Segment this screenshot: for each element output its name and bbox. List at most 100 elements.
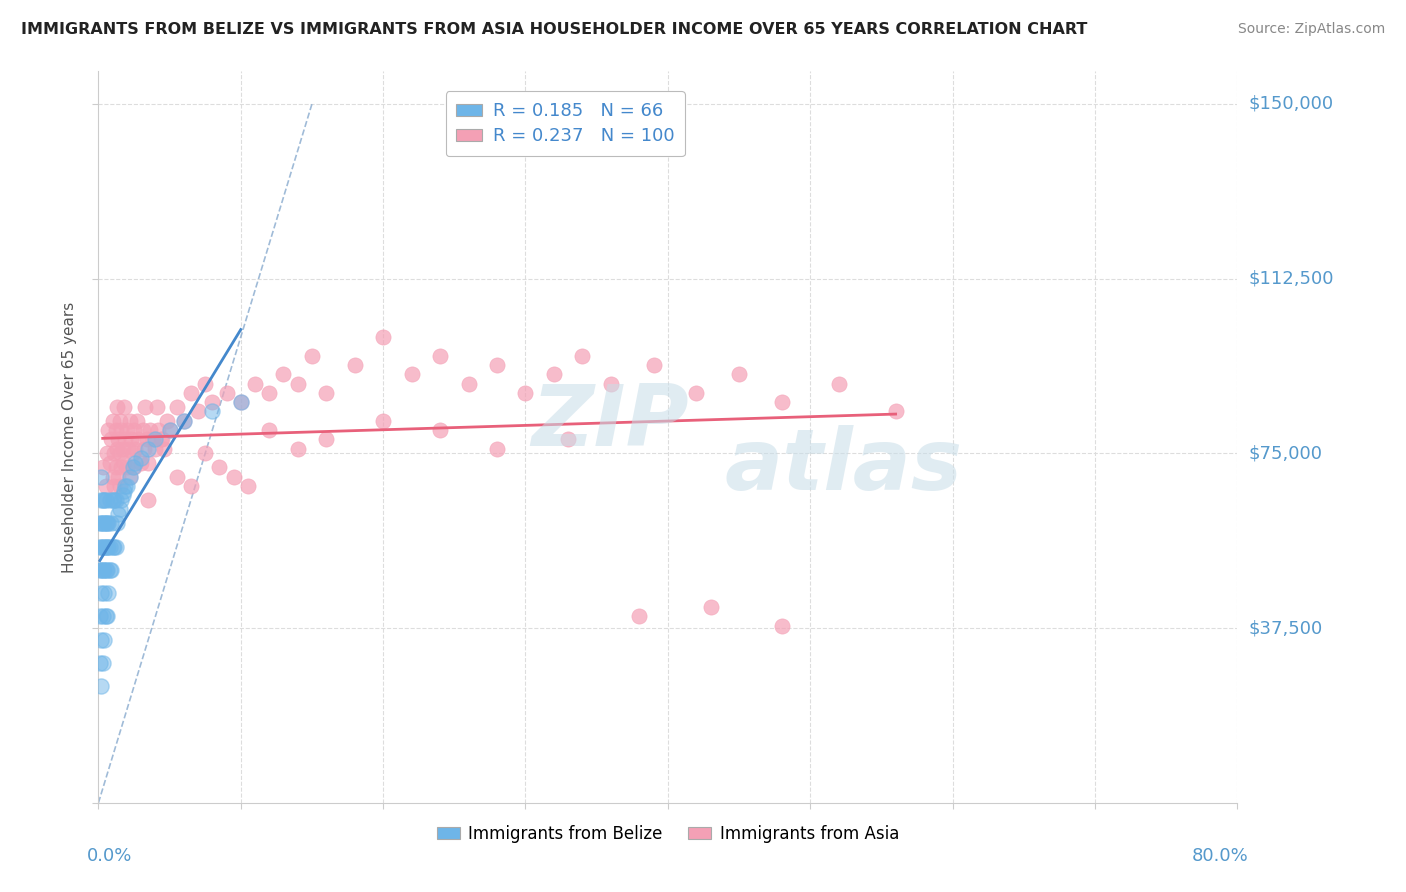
Point	[89, 563, 111, 577]
Point	[173, 414, 195, 428]
Point	[103, 540, 125, 554]
Point	[115, 460, 138, 475]
Point	[104, 540, 127, 554]
Point	[93, 586, 115, 600]
Point	[89, 540, 111, 554]
Point	[91, 460, 114, 475]
Point	[429, 423, 451, 437]
Point	[243, 376, 266, 391]
Point	[134, 400, 156, 414]
Point	[215, 385, 238, 400]
Point	[222, 469, 245, 483]
Point	[97, 586, 120, 600]
Point	[108, 479, 131, 493]
Point	[100, 516, 122, 531]
Point	[112, 400, 135, 414]
Point	[111, 442, 134, 456]
Point	[229, 395, 252, 409]
Point	[287, 376, 309, 391]
Point	[93, 493, 115, 508]
Point	[828, 376, 851, 391]
Point	[120, 433, 142, 447]
Point	[98, 493, 121, 508]
Point	[90, 632, 112, 647]
Point	[628, 609, 651, 624]
Point	[138, 423, 160, 437]
Point	[94, 479, 117, 493]
Point	[136, 456, 159, 470]
Point	[571, 349, 593, 363]
Point	[97, 540, 120, 554]
Point	[90, 586, 112, 600]
Text: $75,000: $75,000	[1249, 444, 1323, 462]
Point	[96, 540, 118, 554]
Point	[94, 563, 117, 577]
Point	[124, 456, 146, 470]
Point	[98, 563, 121, 577]
Point	[94, 609, 117, 624]
Point	[121, 460, 143, 475]
Text: atlas: atlas	[725, 425, 963, 508]
Point	[148, 423, 170, 437]
Text: $112,500: $112,500	[1249, 269, 1334, 288]
Point	[105, 400, 128, 414]
Point	[159, 423, 181, 437]
Point	[110, 460, 132, 475]
Point	[129, 456, 152, 470]
Point	[166, 469, 188, 483]
Point	[108, 446, 131, 460]
Point	[287, 442, 309, 456]
Text: 0.0%: 0.0%	[87, 847, 132, 864]
Point	[93, 563, 115, 577]
Point	[114, 479, 136, 493]
Point	[101, 493, 124, 508]
Point	[89, 609, 111, 624]
Text: IMMIGRANTS FROM BELIZE VS IMMIGRANTS FROM ASIA HOUSEHOLDER INCOME OVER 65 YEARS : IMMIGRANTS FROM BELIZE VS IMMIGRANTS FRO…	[21, 22, 1087, 37]
Point	[699, 600, 721, 615]
Point	[105, 442, 128, 456]
Point	[236, 479, 259, 493]
Point	[259, 385, 281, 400]
Point	[108, 502, 131, 516]
Point	[515, 385, 537, 400]
Point	[90, 469, 112, 483]
Point	[194, 446, 217, 460]
Point	[97, 423, 120, 437]
Point	[685, 385, 707, 400]
Text: $37,500: $37,500	[1249, 619, 1323, 637]
Point	[273, 367, 295, 381]
Point	[112, 456, 135, 470]
Point	[146, 400, 169, 414]
Text: 80.0%: 80.0%	[1192, 847, 1249, 864]
Point	[91, 656, 114, 670]
Point	[94, 540, 117, 554]
Point	[110, 423, 132, 437]
Point	[110, 493, 132, 508]
Y-axis label: Householder Income Over 65 years: Householder Income Over 65 years	[62, 301, 77, 573]
Point	[94, 516, 117, 531]
Point	[194, 376, 217, 391]
Point	[91, 563, 114, 577]
Point	[115, 479, 138, 493]
Point	[90, 540, 112, 554]
Point	[343, 358, 366, 372]
Point	[91, 609, 114, 624]
Point	[770, 619, 793, 633]
Point	[728, 367, 751, 381]
Point	[125, 414, 148, 428]
Point	[600, 376, 623, 391]
Point	[108, 414, 131, 428]
Point	[145, 433, 167, 447]
Point	[91, 493, 114, 508]
Point	[112, 483, 135, 498]
Point	[486, 442, 509, 456]
Point	[104, 460, 127, 475]
Point	[884, 404, 907, 418]
Point	[90, 493, 112, 508]
Point	[201, 395, 224, 409]
Point	[187, 404, 209, 418]
Point	[259, 423, 281, 437]
Point	[301, 349, 323, 363]
Point	[93, 632, 115, 647]
Point	[208, 460, 231, 475]
